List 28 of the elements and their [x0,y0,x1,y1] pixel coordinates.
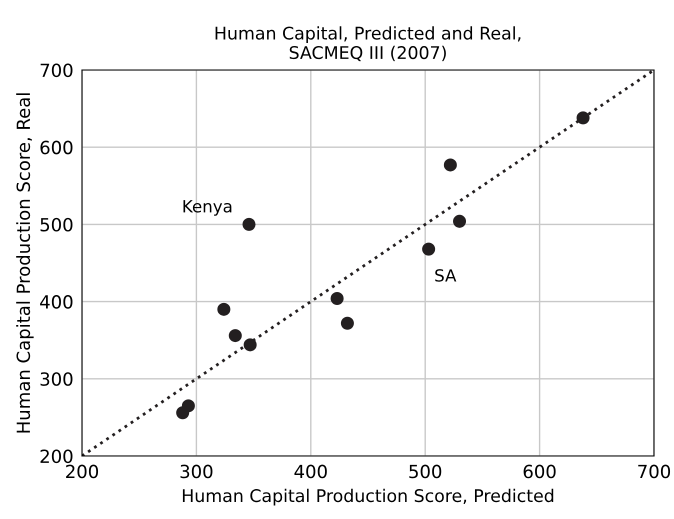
x-tick-label: 200 [66,464,98,478]
y-tick-label: 200 [40,449,72,464]
chart-title: Human Capital, Predicted and Real, SACMEQ III (2007) [216,26,520,62]
x-tick-label: 700 [638,464,670,478]
point [330,292,344,306]
point [340,316,354,330]
y-tick-label: 400 [40,295,72,309]
y-axis-title: Human Capital Production Score, Real [16,93,34,433]
y-tick-label: 300 [40,372,72,386]
x-tick-label: 600 [524,464,556,478]
x-tick-label: 400 [294,464,327,478]
annotation: SA [435,269,456,282]
point [244,338,257,352]
point [217,302,230,316]
point [242,218,256,231]
annotation: Kenya [183,200,232,216]
point [422,242,436,256]
point [228,329,242,342]
point [576,111,590,124]
y-tick-label: 600 [40,140,72,154]
point [453,214,466,228]
y-tick-label: 700 [40,63,72,78]
x-tick-label: 300 [180,464,212,478]
y-tick-label: 500 [40,218,72,232]
point [182,399,195,412]
x-tick-label: 500 [409,464,442,478]
x-axis-title: Human Capital Production Score, Predicted [182,488,554,506]
point [444,158,457,172]
